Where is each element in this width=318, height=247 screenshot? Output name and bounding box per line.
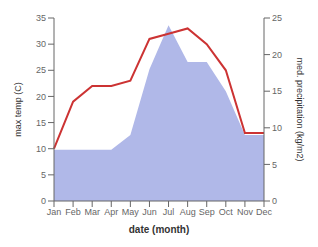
svg-text:35: 35: [36, 13, 46, 23]
svg-text:max temp (C): max temp (C): [13, 82, 23, 137]
svg-text:Jul: Jul: [163, 207, 175, 217]
svg-text:25: 25: [36, 65, 46, 75]
svg-text:10: 10: [36, 144, 46, 154]
svg-text:Sep: Sep: [199, 207, 215, 217]
svg-text:5: 5: [41, 170, 46, 180]
svg-text:0: 0: [41, 196, 46, 206]
svg-text:20: 20: [36, 92, 46, 102]
svg-text:Apr: Apr: [104, 207, 118, 217]
svg-text:15: 15: [36, 118, 46, 128]
svg-text:15: 15: [272, 86, 282, 96]
svg-text:0: 0: [272, 196, 277, 206]
svg-text:date (month): date (month): [129, 224, 190, 235]
svg-text:10: 10: [272, 123, 282, 133]
svg-text:25: 25: [272, 13, 282, 23]
svg-text:Dec: Dec: [256, 207, 273, 217]
svg-text:30: 30: [36, 39, 46, 49]
svg-text:Mar: Mar: [84, 207, 100, 217]
svg-text:Feb: Feb: [65, 207, 81, 217]
svg-text:med. precipitation (kg/m2): med. precipitation (kg/m2): [295, 57, 305, 161]
svg-text:5: 5: [272, 160, 277, 170]
svg-text:Jan: Jan: [47, 207, 62, 217]
svg-text:May: May: [122, 207, 140, 217]
svg-text:Jun: Jun: [142, 207, 157, 217]
svg-text:Oct: Oct: [219, 207, 234, 217]
svg-text:Aug: Aug: [180, 207, 196, 217]
svg-text:20: 20: [272, 50, 282, 60]
svg-text:Nov: Nov: [237, 207, 254, 217]
